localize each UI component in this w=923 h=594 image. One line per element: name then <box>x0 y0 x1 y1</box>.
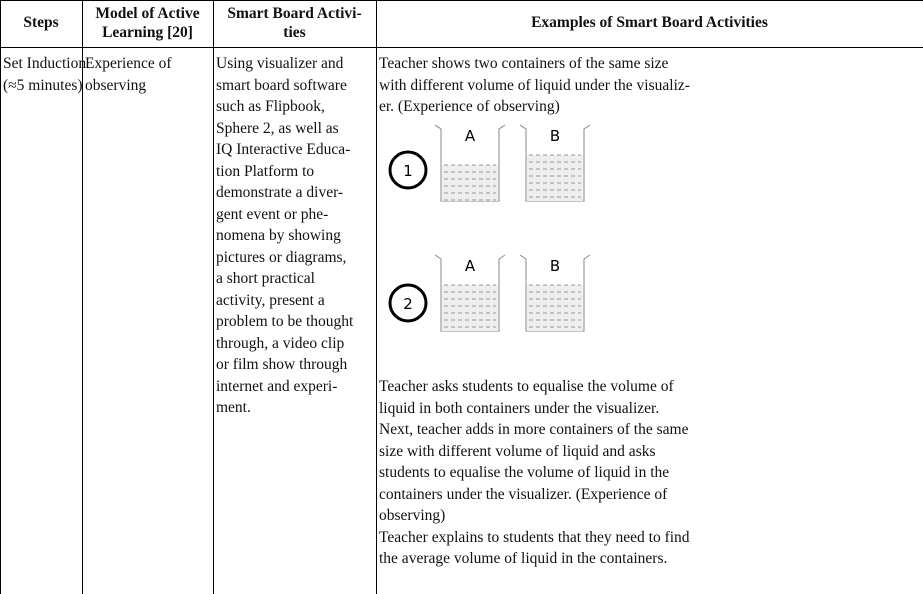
cell-text: IQ Interactive Educa- <box>216 141 351 158</box>
cell-text: Teacher explains to students that they n… <box>379 528 690 546</box>
cell-text: Experience of <box>85 55 172 72</box>
cell: Teacher asks students to equalise the vo… <box>379 376 690 570</box>
figure: 2 A B <box>388 254 591 332</box>
cell-text: through, a video clip <box>216 334 345 352</box>
column-border <box>213 0 214 594</box>
number-circle <box>388 150 428 190</box>
cell-text: tion Platform to <box>216 162 315 180</box>
cell-text: (≈5 minutes) <box>3 76 83 94</box>
liquid <box>442 165 498 201</box>
cell-text: such as Flipbook, <box>216 98 325 115</box>
column-border <box>376 0 377 594</box>
cell-text: liquid in both containers under the visu… <box>379 399 660 417</box>
cell-text: Teacher asks students to equalise the vo… <box>379 378 674 395</box>
header-cell: Model of Active Learning [20] <box>82 4 213 42</box>
cell-text: problem to be thought <box>216 313 354 330</box>
cell-text: gent event or phe- <box>216 205 329 223</box>
cell-text: students to equalise the volume of liqui… <box>379 464 670 481</box>
header-text: Steps <box>23 14 59 31</box>
cell-text: er. (Experience of observing) <box>379 98 560 115</box>
cell-text: activity, present a <box>216 291 325 309</box>
figure-number: 2 <box>403 295 413 313</box>
cell-text: pictures or diagrams, <box>216 248 347 266</box>
cell: Experience of observing <box>85 53 212 96</box>
table-border <box>0 0 923 1</box>
liquid <box>527 155 583 201</box>
liquid <box>442 285 498 331</box>
number-circle <box>388 283 428 323</box>
figure: 1 A B <box>388 124 591 202</box>
header-border <box>0 47 923 48</box>
cell-text: Set Induction <box>3 55 87 72</box>
cell-text: containers under the visualizer. (Experi… <box>379 485 668 503</box>
cell-text: Using visualizer and <box>216 55 344 72</box>
header-text: ties <box>283 24 306 41</box>
cell-text: or film show through <box>216 356 348 373</box>
liquid <box>527 285 583 331</box>
cell-text: ment. <box>216 399 251 416</box>
cell-text: smart board software <box>216 76 347 94</box>
cell-text: Next, teacher adds in more containers of… <box>379 421 689 438</box>
cell-text: Teacher shows two containers of the same… <box>379 55 669 72</box>
cell: Set Induction (≈5 minutes) <box>3 53 87 96</box>
cell-text: internet and experi- <box>216 377 338 395</box>
cell-text: the average volume of liquid in the cont… <box>379 550 668 567</box>
cell-text: demonstrate a diver- <box>216 184 344 201</box>
cell-text: size with different volume of liquid and… <box>379 442 656 460</box>
figure-number: 1 <box>403 162 413 180</box>
cell-text: observing <box>85 76 147 94</box>
cell-text: a short practical <box>216 270 315 287</box>
cell-text: Sphere 2, as well as <box>216 119 339 137</box>
container-label: A <box>465 127 476 145</box>
column-border <box>82 0 83 594</box>
header-cell: Steps <box>0 13 82 32</box>
cell-text: with different volume of liquid under th… <box>379 76 690 94</box>
container-label: A <box>465 257 476 275</box>
container-label: B <box>550 127 560 145</box>
cell: Teacher shows two containers of the same… <box>379 53 690 118</box>
header-text: Model of Active <box>95 5 200 22</box>
container-label: B <box>550 257 560 275</box>
cell: Using visualizer and smart board software… <box>216 53 375 419</box>
cell-text: nomena by showing <box>216 227 341 244</box>
column-border <box>0 0 1 594</box>
header-text: Examples of Smart Board Activities <box>531 14 768 31</box>
header-cell: Examples of Smart Board Activities <box>376 13 923 32</box>
header-text: Smart Board Activi- <box>227 5 362 22</box>
header-text: Learning [20] <box>102 24 193 41</box>
header-cell: Smart Board Activi-ties <box>213 4 376 42</box>
cell-text: observing) <box>379 507 446 524</box>
